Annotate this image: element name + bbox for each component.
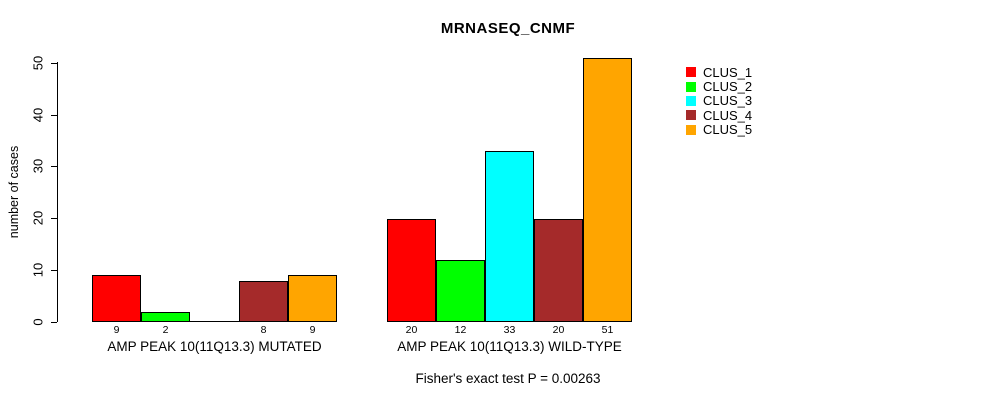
- bar-clus_2-group2: [436, 260, 485, 322]
- legend-label: CLUS_1: [703, 64, 753, 80]
- legend-item-clus_5: CLUS_5: [686, 123, 752, 137]
- y-axis-tick-label: 30: [30, 159, 46, 174]
- legend-swatch-clus_4: [686, 110, 696, 121]
- legend-label: CLUS_5: [703, 122, 753, 138]
- chart-title: MRNASEQ_CNMF: [440, 20, 576, 37]
- legend-label: CLUS_4: [703, 107, 753, 123]
- bar-clus_3-group2: [485, 151, 534, 322]
- legend-item-clus_4: CLUS_4: [686, 108, 752, 122]
- legend-label: CLUS_3: [703, 93, 753, 109]
- y-axis-tick: [51, 321, 57, 323]
- y-axis-tick-label: 0: [30, 317, 46, 326]
- x-group-label-2: AMP PEAK 10(11Q13.3) WILD-TYPE: [397, 339, 622, 354]
- bar-value-label: 20: [405, 324, 418, 336]
- legend: CLUS_1 CLUS_2 CLUS_3 CLUS_4 CLUS_5: [686, 65, 752, 137]
- y-axis-tick: [51, 63, 57, 64]
- legend-item-clus_3: CLUS_3: [686, 94, 752, 108]
- bar-value-label: 8: [260, 324, 267, 336]
- legend-swatch-clus_3: [686, 95, 696, 106]
- y-axis-tick: [51, 269, 57, 271]
- y-axis-tick: [51, 166, 57, 168]
- bar-clus_1-group1: [92, 275, 141, 322]
- x-group-label-1: AMP PEAK 10(11Q13.3) MUTATED: [107, 339, 322, 354]
- y-axis-tick: [51, 114, 57, 116]
- bar-value-label: 20: [552, 324, 565, 336]
- bar-value-label: 12: [454, 324, 467, 336]
- y-axis-title-text: number of cases: [7, 145, 21, 239]
- fisher-test-annotation: Fisher's exact test P = 0.00263: [415, 371, 601, 386]
- y-axis-line: [57, 62, 58, 322]
- bar-clus_5-group1: [288, 275, 337, 322]
- legend-item-clus_1: CLUS_1: [686, 65, 752, 79]
- bar-clus_1-group2: [387, 219, 436, 322]
- y-axis-tick-label: 40: [30, 107, 46, 122]
- bar-clus_5-group2: [583, 58, 632, 322]
- y-axis-tick-label: 20: [30, 210, 46, 226]
- legend-swatch-clus_5: [686, 124, 696, 135]
- legend-swatch-clus_2: [686, 81, 696, 92]
- legend-label: CLUS_2: [703, 79, 753, 95]
- bar-clus_3-group1: [190, 321, 239, 322]
- y-axis-tick: [51, 218, 57, 220]
- y-axis-tick-label: 50: [30, 55, 46, 71]
- bar-value-label: 2: [162, 324, 169, 336]
- bar-clus_4-group2: [534, 219, 583, 322]
- y-axis-tick-label: 10: [30, 262, 46, 278]
- bar-value-label: 51: [601, 324, 614, 336]
- bar-clus_4-group1: [239, 281, 288, 322]
- legend-swatch-clus_1: [686, 67, 696, 78]
- bar-value-label: 33: [503, 324, 516, 336]
- legend-item-clus_2: CLUS_2: [686, 79, 752, 93]
- bar-value-label: 9: [113, 324, 120, 336]
- bar-clus_2-group1: [141, 312, 190, 322]
- bar-value-label: 9: [309, 324, 316, 336]
